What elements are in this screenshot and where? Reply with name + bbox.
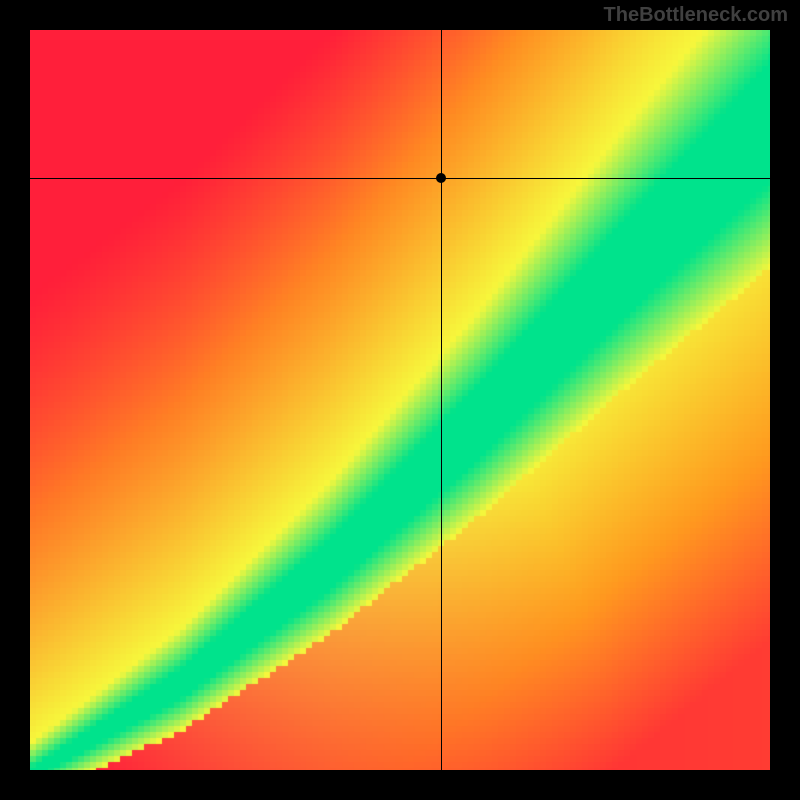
crosshair-vertical bbox=[441, 30, 442, 770]
heatmap-canvas bbox=[30, 30, 770, 770]
watermark-text: TheBottleneck.com bbox=[604, 4, 788, 27]
heatmap-plot bbox=[30, 30, 770, 770]
crosshair-horizontal bbox=[30, 178, 770, 179]
crosshair-marker bbox=[436, 173, 446, 183]
